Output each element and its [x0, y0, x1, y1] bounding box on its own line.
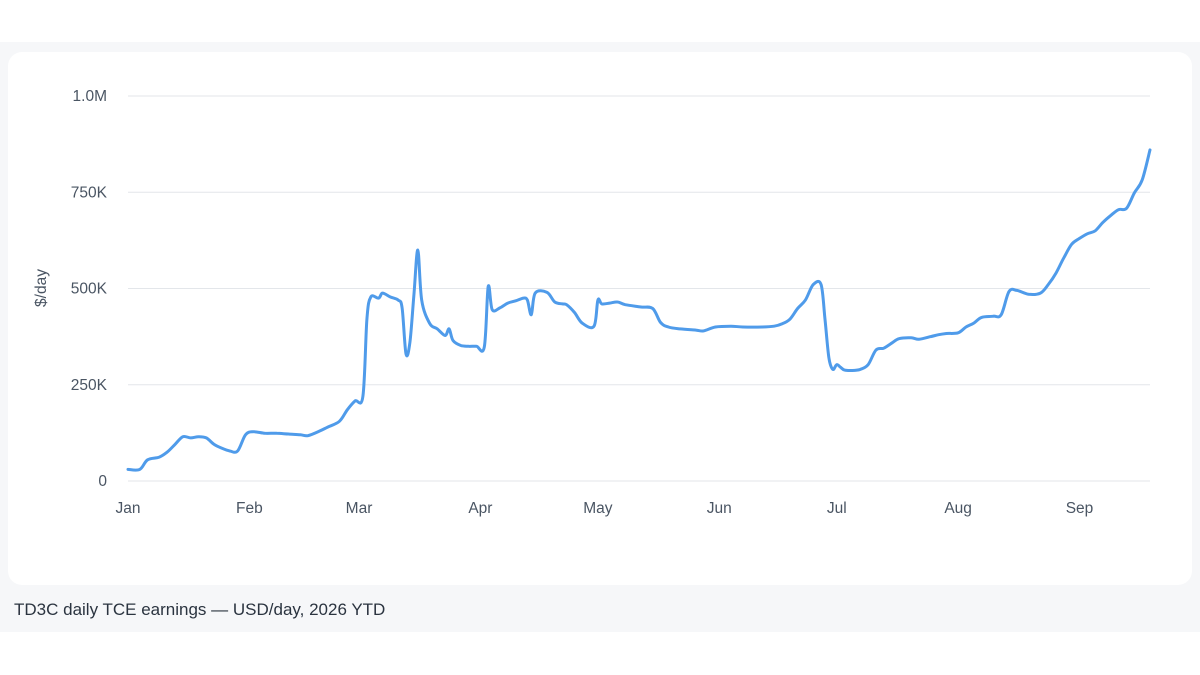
x-tick-label: Apr	[468, 500, 492, 517]
x-tick-label: May	[583, 500, 613, 517]
y-tick-label: 0	[98, 473, 107, 490]
y-tick-label: 1.0M	[73, 88, 107, 105]
x-tick-label: Feb	[236, 500, 263, 517]
x-tick-label: Mar	[346, 500, 373, 517]
y-tick-label: 500K	[71, 281, 108, 298]
y-axis-label: $/day	[33, 269, 50, 307]
chart-caption: TD3C daily TCE earnings — USD/day, 2026 …	[14, 600, 386, 619]
gridlines	[128, 95, 1150, 482]
x-tick-label: Jul	[827, 500, 847, 517]
series-layer	[126, 148, 1152, 472]
x-tick-label: Aug	[944, 500, 972, 517]
y-axis-ticks: 0 250K 500K 750K 1.0M	[71, 88, 108, 490]
x-tick-label: Jun	[707, 500, 732, 517]
x-tick-label: Sep	[1066, 500, 1094, 517]
x-axis-ticks: Jan Feb Mar Apr May Jun Jul Aug Sep	[116, 500, 1094, 517]
chart-card	[8, 52, 1192, 585]
y-tick-label: 250K	[71, 377, 108, 394]
series-line	[126, 148, 1152, 472]
x-tick-label: Jan	[116, 500, 141, 517]
y-tick-label: 750K	[71, 184, 108, 201]
